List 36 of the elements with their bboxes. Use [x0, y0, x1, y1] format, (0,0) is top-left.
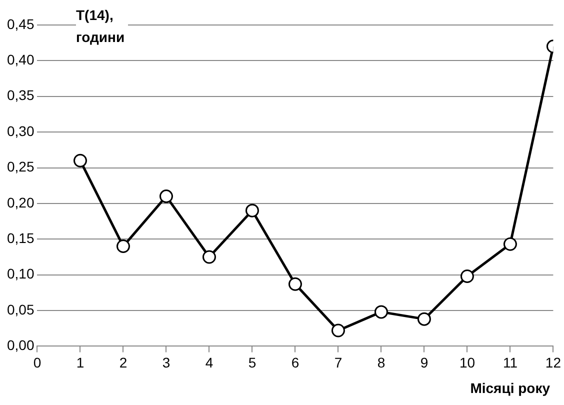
y-tick-label: 0,40	[7, 52, 34, 68]
x-tick-label: 1	[76, 354, 84, 370]
point	[159, 190, 173, 204]
x-tick-label: 12	[545, 354, 562, 370]
y-tick-label: 0,00	[7, 337, 34, 354]
y-tick-label: 0,20	[7, 194, 34, 210]
point	[116, 240, 130, 254]
x-tick-label: 2	[119, 354, 128, 370]
x-tick-label: 8	[377, 354, 386, 370]
point	[245, 204, 259, 218]
x-tick-label: 5	[248, 354, 256, 370]
y-tick-label: 0,35	[7, 87, 34, 104]
y-tick-label: 0,25	[7, 158, 34, 175]
point	[288, 277, 302, 291]
point	[331, 324, 345, 338]
point	[503, 237, 517, 251]
y-axis-title: T(14), години	[76, 4, 128, 48]
y-tick-label: 0,30	[7, 122, 34, 139]
y-tick-label: 0,45	[7, 16, 34, 32]
x-tick-label: 9	[420, 354, 428, 370]
x-tick-label: 0	[33, 354, 42, 370]
x-tick-label: 10	[459, 354, 476, 370]
y-tick-label: 0,05	[7, 301, 34, 318]
point	[73, 154, 87, 168]
point	[202, 250, 216, 264]
x-tick-label: 7	[334, 354, 342, 370]
x-tick-label: 11	[502, 354, 518, 370]
point	[374, 305, 388, 319]
x-axis-title: Місяці року	[470, 380, 550, 396]
point	[460, 270, 474, 283]
x-tick-label: 4	[205, 354, 214, 370]
y-tick-label: 0,15	[7, 230, 34, 246]
x-tick-label: 6	[291, 354, 300, 370]
point	[417, 312, 431, 326]
x-tick-label: 3	[162, 354, 170, 370]
y-tick-label: 0,10	[7, 266, 34, 282]
